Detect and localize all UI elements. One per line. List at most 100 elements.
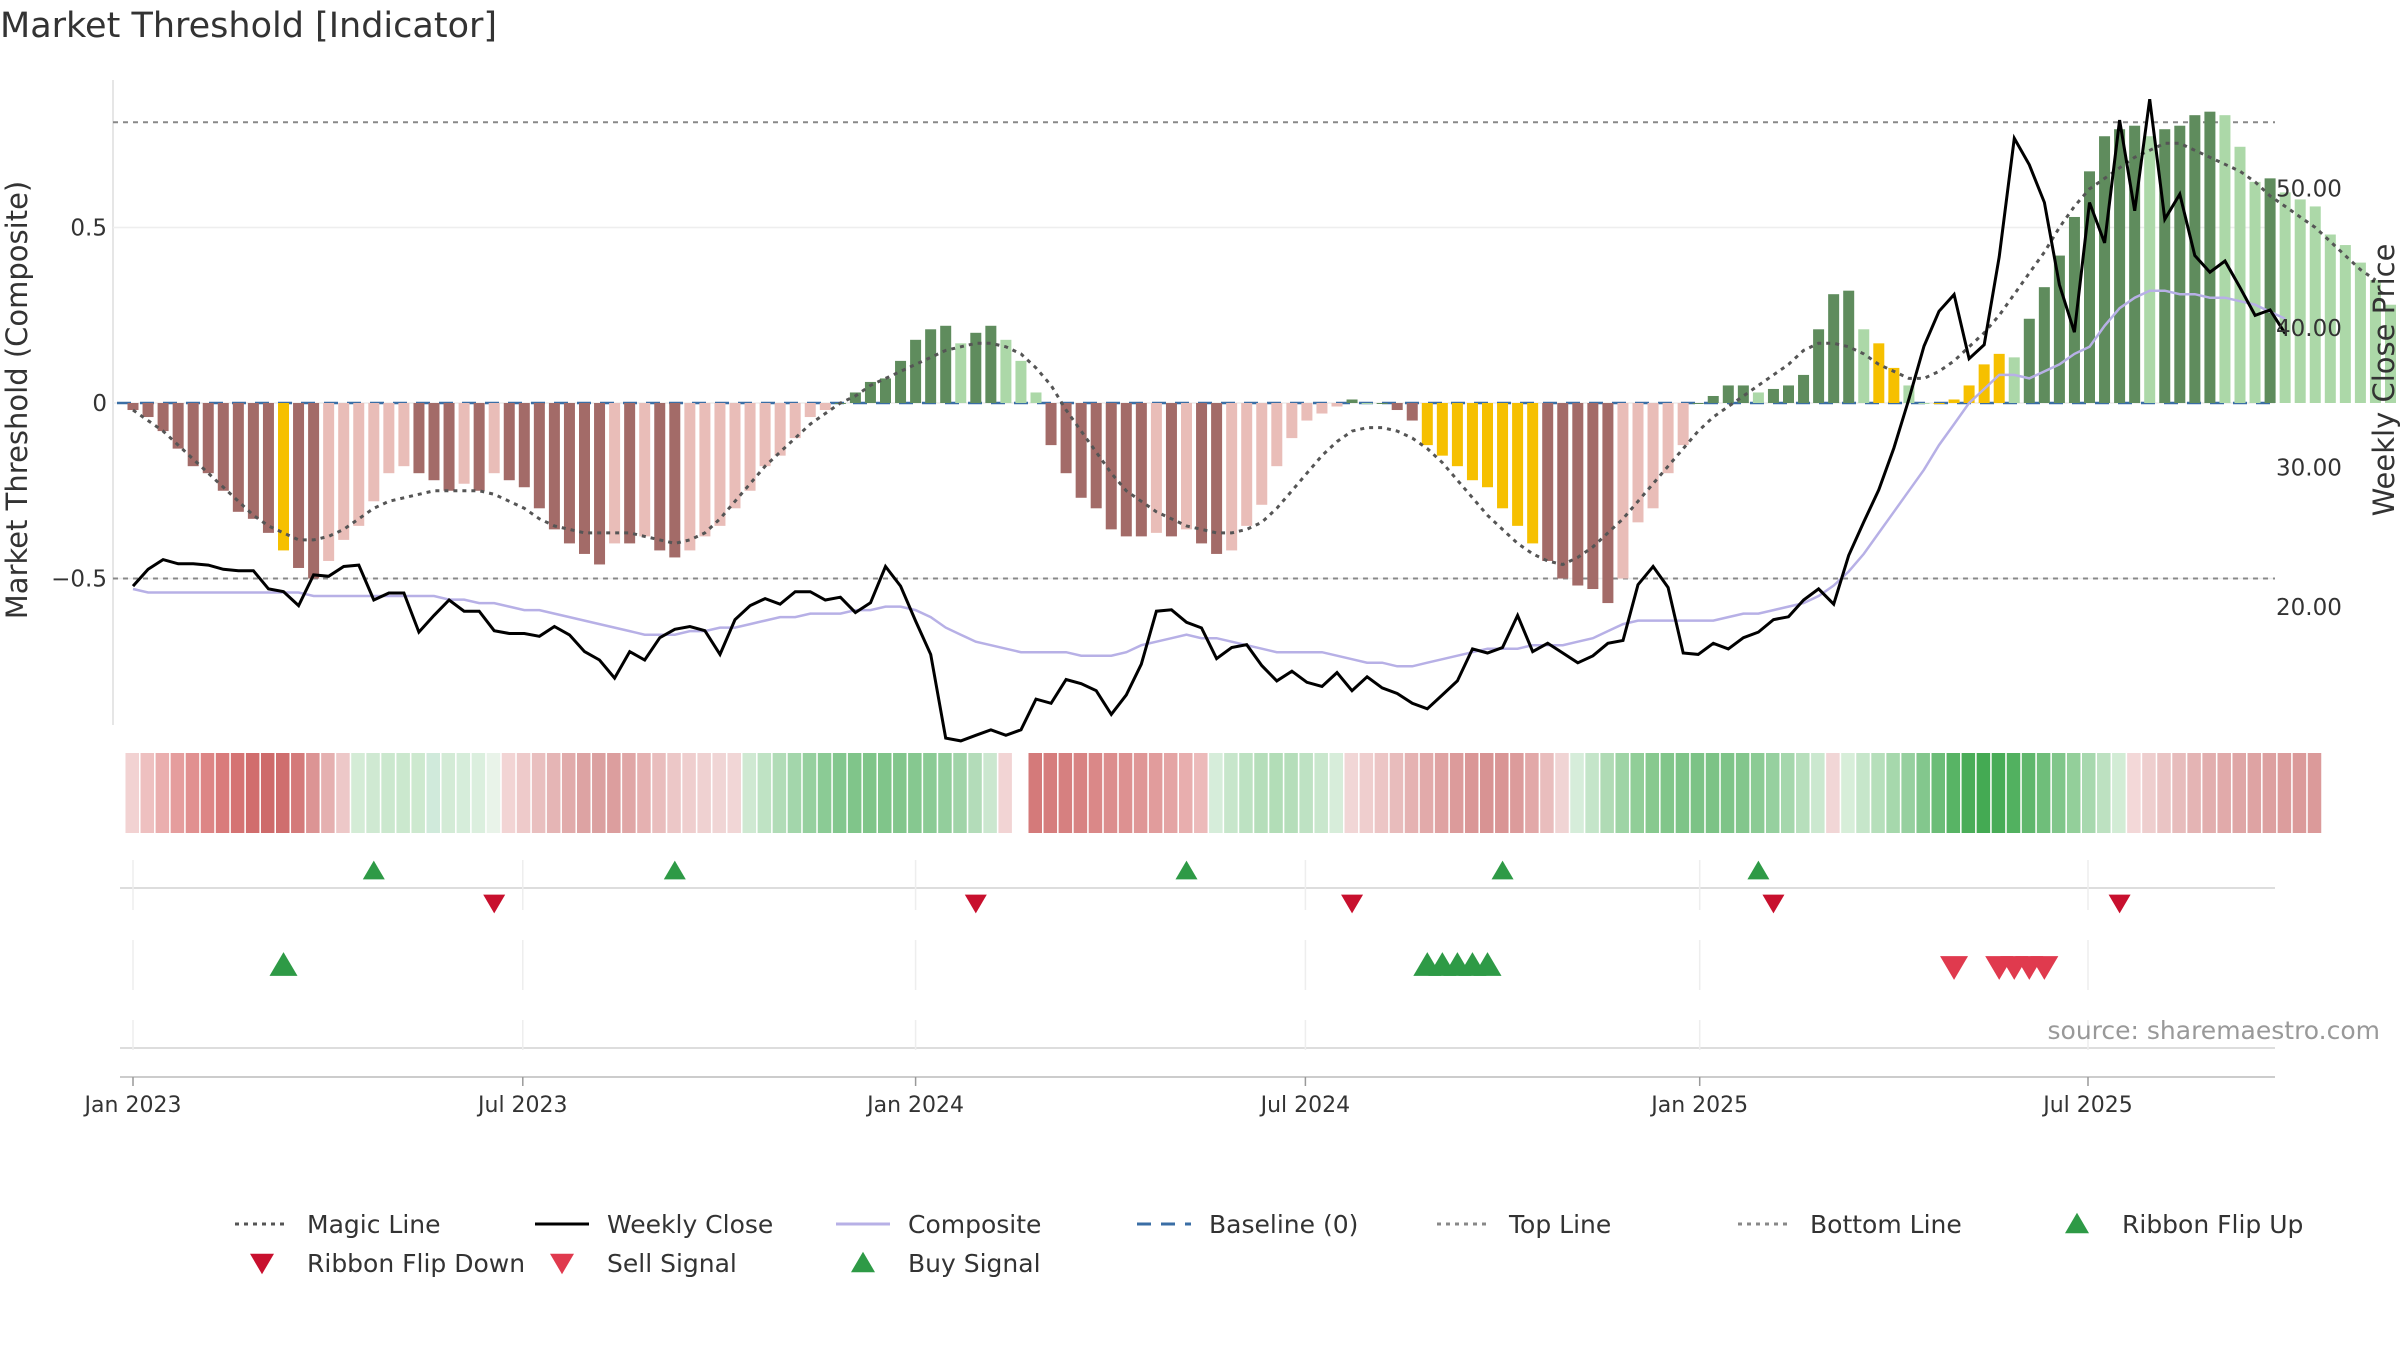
ribbon-cell [1133,753,1148,833]
legend-item: Sell Signal [550,1249,737,1278]
composite-bar [293,403,305,568]
composite-bar [518,403,530,488]
composite-bar [1632,403,1644,523]
composite-bar [2068,216,2080,403]
ribbon-cell [1750,753,1765,833]
ribbon-cell [1329,753,1343,833]
ribbon-cell [501,753,516,833]
legend-label: Ribbon Flip Up [2122,1210,2303,1239]
composite-bar [1542,403,1554,561]
composite-bar [1150,403,1162,533]
ribbon-cell [787,753,802,833]
composite-bar [895,360,907,403]
ribbon-cell [1525,753,1539,833]
ribbon-cell [2112,753,2126,833]
ribbon-cell [1359,753,1374,833]
composite-bar [1120,403,1132,537]
composite-bar [1346,399,1358,403]
composite-bar [1557,403,1569,579]
composite-bar [729,403,741,509]
composite-bar [1271,403,1283,467]
ribbon-cell [351,753,365,833]
ribbon-cell [1600,753,1614,833]
composite-bars [127,111,2396,604]
ribbon-cell [1735,753,1750,833]
ribbon-cell [1209,753,1223,833]
x-tick-label: Jul 2023 [476,1093,568,1118]
ribbon-cell [1073,753,1088,833]
composite-bar [1391,403,1403,411]
composite-bar [1211,403,1223,554]
ribbon-cell [893,753,907,833]
composite-bar [127,403,139,411]
composite-bar [1436,403,1448,456]
legend-label: Top Line [1508,1210,1611,1239]
composite-bar [1015,360,1027,403]
sell-signal-marker [1940,956,1969,980]
legend-item: Buy Signal [851,1249,1041,1278]
ribbon-cell [2277,753,2292,833]
composite-bar [2339,245,2351,403]
composite-bar [338,403,350,540]
ribbon-cell [456,753,471,833]
ribbon-flip-down-marker [964,894,987,914]
composite-bar [368,403,380,502]
composite-bar [714,403,726,526]
composite-bar [925,329,937,403]
reference-lines [113,121,2275,580]
series-lines [131,99,2377,743]
ribbon-cell [2172,753,2186,833]
composite-bar [2174,125,2186,404]
right-axis-ticks: 50.00 40.00 30.00 20.00 [2276,177,2342,622]
ribbon-cell [336,753,350,833]
ribbon-cell [637,753,651,833]
ribbon-cell [1660,753,1675,833]
composite-bar [1752,392,1764,403]
ribbon-cell [622,753,636,833]
ribbon-cell [245,753,260,833]
composite-bar [2144,136,2156,404]
legend-label: Buy Signal [908,1249,1041,1278]
ribbon-cell [1585,753,1599,833]
composite-bar [473,403,485,491]
signal-panel-gridlines [120,860,2275,1078]
ribbon-cell [260,753,275,833]
ribbon-cell [1765,753,1780,833]
composite-bar [1406,403,1418,421]
composite-bar [1376,403,1388,404]
composite-bar [1090,403,1102,509]
composite-bar [2249,181,2261,403]
composite-bar [1060,403,1072,474]
composite-bar [910,339,922,403]
ribbon-cell [2202,753,2216,833]
ribbon-cell [1991,753,2006,833]
x-tick-label: Jan 2025 [1649,1093,1748,1118]
composite-bar [1165,403,1177,537]
composite-bar [654,403,666,551]
ribbon-cell [1194,753,1208,833]
ribbon-cell [697,753,711,833]
ribbon-cell [1013,753,1027,833]
composite-bar [1602,403,1614,604]
composite-bar [1466,403,1478,481]
composite-bar [1286,403,1298,439]
legend-item: Top Line [1437,1210,1611,1239]
buy-sell-signal-markers [269,952,2059,980]
composite-bar [2279,192,2291,403]
ribbon-cell [2157,753,2171,833]
composite-bar [353,403,365,526]
composite-bar [2084,171,2095,403]
composite-bar [1933,403,1945,404]
composite-bar [1527,403,1539,544]
composite-bar [609,403,621,544]
composite-bar [1572,403,1584,586]
ribbon-cell [366,753,380,833]
ribbon-flip-markers [362,860,2131,914]
ribbon-cell [1886,753,1900,833]
ribbon-cell [1028,753,1042,833]
ribbon-cell [411,753,425,833]
composite-bar [1587,403,1599,590]
composite-bar [1858,329,1870,403]
ribbon-cell [1570,753,1584,833]
